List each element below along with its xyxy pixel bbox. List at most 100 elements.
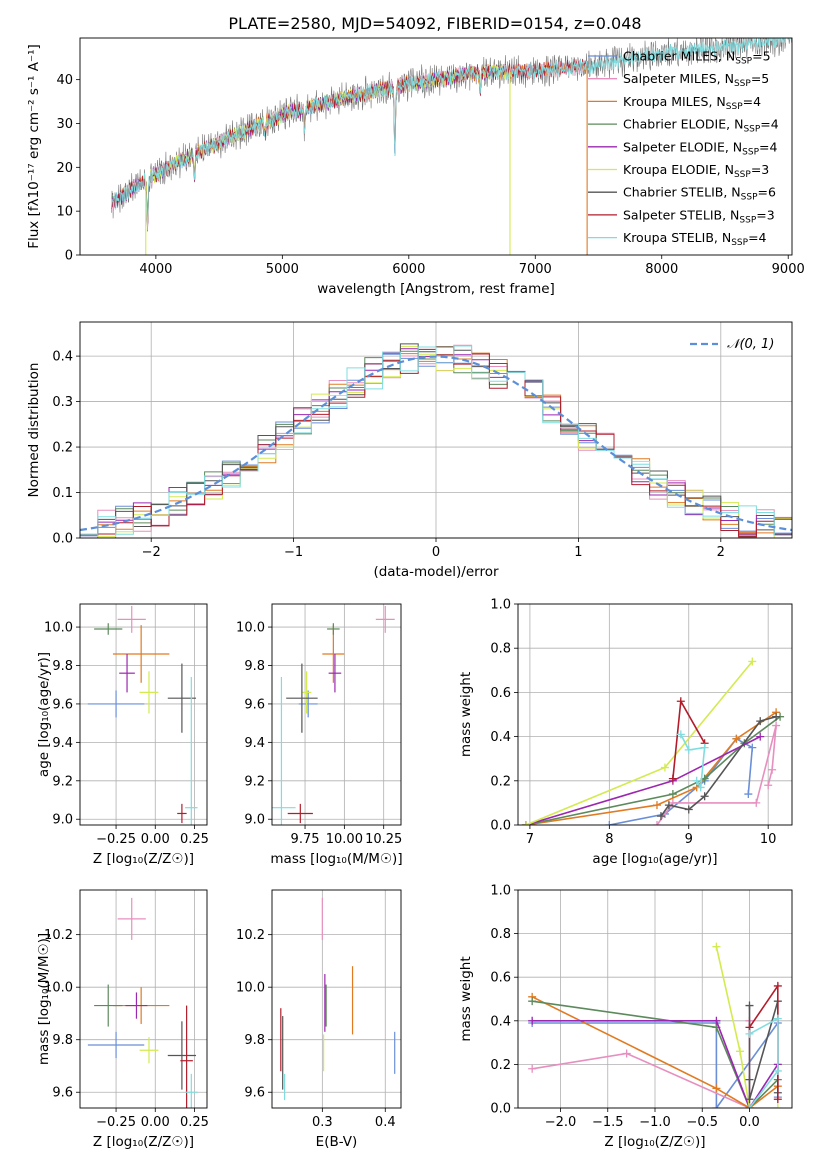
weight-vs-Z-panel: −2.0 −1.5 −1.0 −0.5 0.0 0.0 0.2 0.4 0.6 0.8 1.0 Z […: [458, 884, 793, 1150]
series-marker: [744, 790, 753, 799]
y-tick-label: 9.8: [52, 659, 73, 674]
y-tick-label: 0.0: [52, 532, 73, 547]
y-tick-label: 9.0: [244, 813, 265, 828]
x-tick-label: −1.5: [592, 1115, 624, 1130]
series-marker: [745, 1104, 754, 1108]
model-spectrum: [111, 63, 511, 229]
axes-frame: [79, 603, 208, 826]
y-tick-label: 9.0: [52, 813, 73, 828]
axes-frame: [79, 889, 208, 1109]
y-axis-label: mass weight: [458, 956, 474, 1041]
x-tick-label: 0.4: [375, 1115, 396, 1130]
series-marker: [768, 765, 777, 774]
age-vs-mass-plot-area: [272, 605, 395, 825]
series-marker: [668, 790, 677, 799]
spectrum-legend: Chabrier MILES, NSSP=5 Salpeter MILES, NS…: [588, 49, 779, 248]
series-marker: [652, 821, 661, 825]
y-tick-label: 0.3: [52, 395, 73, 410]
y-tick-label: 0.0: [490, 1102, 511, 1117]
legend-entry: Salpeter ELODIE, NSSP=4: [623, 139, 778, 157]
mass-weight-series: [532, 1000, 779, 1108]
model-spectrum: [111, 59, 586, 230]
y-tick-label: 0.8: [490, 927, 511, 942]
data-point-errorbar: [139, 1037, 159, 1064]
series-marker: [700, 743, 709, 752]
data-point-errorbar: [112, 625, 170, 683]
y-tick-label: 0.2: [490, 774, 511, 789]
y-tick-label: 0.6: [490, 686, 511, 701]
y-tick-label: 0: [65, 249, 73, 264]
legend-entry: Chabrier ELODIE, NSSP=4: [623, 117, 779, 135]
residual-histogram: [80, 345, 792, 538]
data-point-errorbar: [185, 677, 198, 825]
x-axis-label: wavelength [Angstrom, rest frame]: [317, 281, 555, 297]
x-tick-label: 10.25: [365, 832, 402, 847]
data-point-errorbar: [286, 663, 318, 733]
x-axis-label: Z [log₁₀(Z/Z☉)]: [93, 1134, 194, 1150]
x-tick-label: 0.00: [141, 1115, 170, 1130]
y-axis-label: mass weight: [458, 672, 474, 757]
x-tick-label: 0.25: [180, 832, 209, 847]
series-marker: [773, 981, 782, 990]
data-point-errorbar: [119, 653, 135, 693]
x-axis-label: mass [log₁₀(M/M☉)]: [270, 851, 402, 867]
series-marker: [773, 1014, 782, 1023]
series-marker: [773, 1104, 782, 1108]
legend-entry: Chabrier STELIB, NSSP=6: [623, 185, 776, 203]
legend-entry: Kroupa STELIB, NSSP=4: [623, 230, 767, 248]
data-point-errorbar: [117, 605, 146, 633]
y-tick-label: 9.6: [244, 1086, 265, 1101]
weight-vs-age-panel: 7 8 9 10 0.0 0.2 0.4 0.6 0.8 1.0 age [log₁₀(age/yr…: [458, 598, 793, 867]
x-tick-label: 9: [685, 832, 693, 847]
x-tick-label: 1: [574, 545, 582, 560]
series-marker: [772, 712, 781, 721]
series-marker: [745, 1001, 754, 1010]
data-point-errorbar: [301, 671, 312, 714]
x-tick-label: 0: [432, 545, 440, 560]
data-point-errorbar: [327, 623, 340, 635]
y-tick-label: 0.4: [52, 350, 73, 365]
data-point-errorbar: [328, 653, 342, 693]
y-tick-label: 0.1: [52, 486, 73, 501]
x-tick-label: 9.75: [291, 832, 320, 847]
series-marker: [692, 776, 701, 785]
x-tick-label: 7: [526, 832, 534, 847]
x-tick-label: −2.0: [545, 1115, 577, 1130]
mass-weight-series: [532, 1019, 779, 1108]
x-tick-label: 0.3: [312, 1115, 333, 1130]
model-spectrum: [111, 38, 792, 231]
data-point-errorbar: [375, 605, 395, 633]
axes-frame: [79, 321, 793, 539]
y-tick-label: 9.4: [52, 736, 73, 751]
mass-weight-series: [680, 734, 706, 790]
y-tick-label: 0.4: [490, 730, 511, 745]
model-spectrum: [111, 58, 586, 228]
legend-entry: Kroupa ELODIE, NSSP=3: [623, 162, 769, 180]
figure-title: PLATE=2580, MJD=54092, FIBERID=0154, z=0…: [228, 14, 641, 33]
x-tick-label: 0.0: [739, 1115, 760, 1130]
y-tick-label: 20: [56, 161, 73, 176]
x-axis-label: age [log₁₀(age/yr)]: [592, 851, 717, 867]
axes-frame: [517, 889, 793, 1109]
series-marker: [748, 657, 757, 666]
series-marker: [752, 798, 761, 807]
series-marker: [764, 781, 773, 790]
data-point-errorbar: [180, 1005, 193, 1108]
y-tick-label: 10.0: [236, 621, 265, 636]
y-tick-label: 10.0: [44, 981, 73, 996]
mass-vs-Z-panel: −0.25 0.00 0.25 9.6 9.8 10.0 10.2 Z [log₁₀(Z/Z☉…: [36, 889, 209, 1150]
series-marker: [605, 821, 614, 825]
y-tick-label: 9.6: [244, 697, 265, 712]
series-marker: [773, 1066, 782, 1075]
age-vs-Z-plot-area: [87, 605, 198, 825]
y-tick-label: 10.0: [236, 981, 265, 996]
legend-entry: Salpeter MILES, NSSP=5: [623, 71, 769, 89]
y-tick-label: 10: [56, 205, 73, 220]
data-point-errorbar: [167, 1021, 197, 1090]
series-marker: [696, 783, 705, 792]
x-tick-label: 9000: [772, 262, 805, 277]
x-tick-label: 0.00: [141, 832, 170, 847]
y-tick-label: 10.2: [236, 928, 265, 943]
spectrum-panel: 4000 5000 6000 7000 8000 9000 0 10 20 30 40 wavelen…: [26, 37, 805, 297]
x-tick-label: 8: [605, 832, 613, 847]
